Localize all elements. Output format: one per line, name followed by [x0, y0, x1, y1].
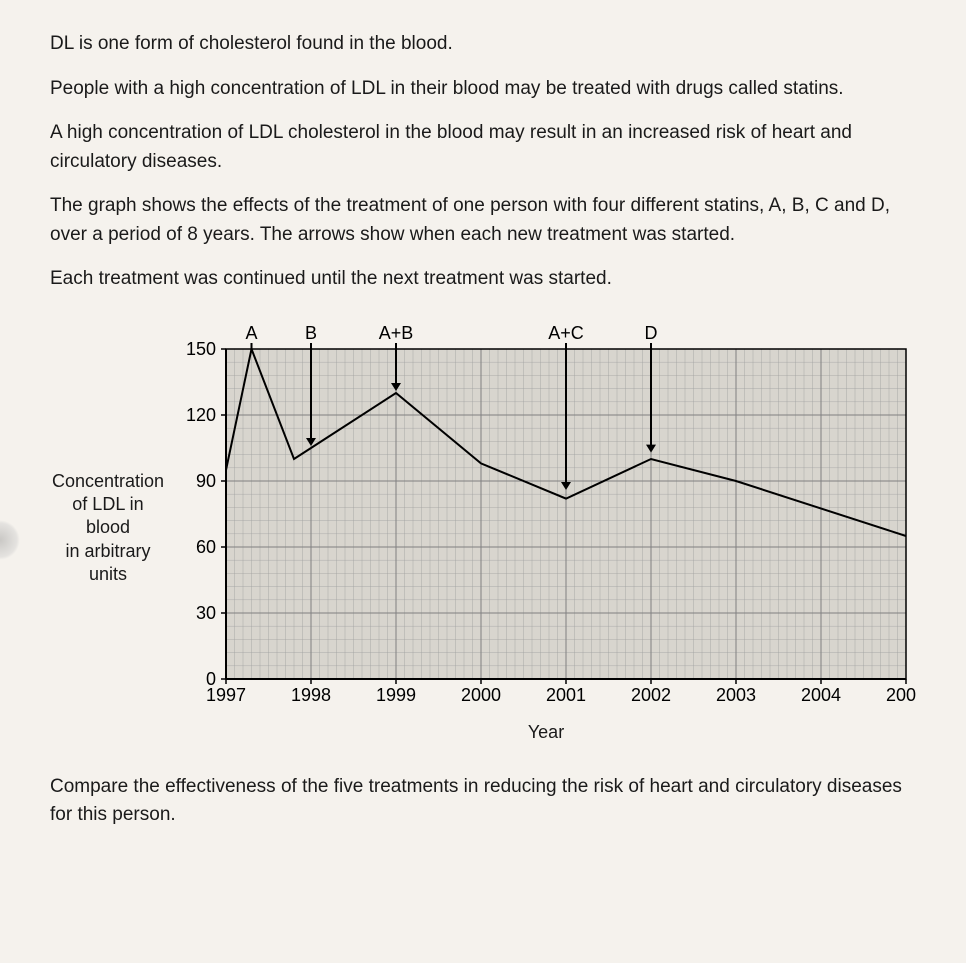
- question-text: Compare the effectiveness of the five tr…: [50, 773, 916, 830]
- svg-text:1997: 1997: [206, 685, 246, 705]
- chart-container: Concentration of LDL in blood in arbitra…: [50, 314, 916, 743]
- svg-text:2005: 2005: [886, 685, 916, 705]
- ylabel-line-1: Concentration: [50, 470, 166, 493]
- chart-svg-wrap: 0306090120150199719981999200020012002200…: [176, 314, 916, 743]
- svg-text:2002: 2002: [631, 685, 671, 705]
- svg-text:1998: 1998: [291, 685, 331, 705]
- paragraph-5: Each treatment was continued until the n…: [50, 265, 916, 294]
- paragraph-3: A high concentration of LDL cholesterol …: [50, 119, 916, 176]
- svg-text:A: A: [245, 323, 257, 343]
- svg-text:1999: 1999: [376, 685, 416, 705]
- svg-text:30: 30: [196, 603, 216, 623]
- svg-text:2000: 2000: [461, 685, 501, 705]
- line-chart: 0306090120150199719981999200020012002200…: [176, 314, 916, 709]
- ylabel-line-2: of LDL in blood: [50, 493, 166, 540]
- paragraph-1: DL is one form of cholesterol found in t…: [50, 30, 916, 59]
- svg-text:90: 90: [196, 471, 216, 491]
- x-axis-label: Year: [176, 722, 916, 743]
- ylabel-line-3: in arbitrary units: [50, 540, 166, 587]
- svg-text:2001: 2001: [546, 685, 586, 705]
- y-axis-label: Concentration of LDL in blood in arbitra…: [50, 314, 176, 743]
- svg-text:60: 60: [196, 537, 216, 557]
- svg-text:2004: 2004: [801, 685, 841, 705]
- svg-text:B: B: [305, 323, 317, 343]
- paragraph-2: People with a high concentration of LDL …: [50, 75, 916, 104]
- svg-text:120: 120: [186, 405, 216, 425]
- svg-text:D: D: [645, 323, 658, 343]
- svg-text:2003: 2003: [716, 685, 756, 705]
- svg-text:150: 150: [186, 339, 216, 359]
- svg-text:A+B: A+B: [379, 323, 414, 343]
- svg-text:A+C: A+C: [548, 323, 584, 343]
- paragraph-4: The graph shows the effects of the treat…: [50, 192, 916, 249]
- hole-punch: [0, 520, 20, 560]
